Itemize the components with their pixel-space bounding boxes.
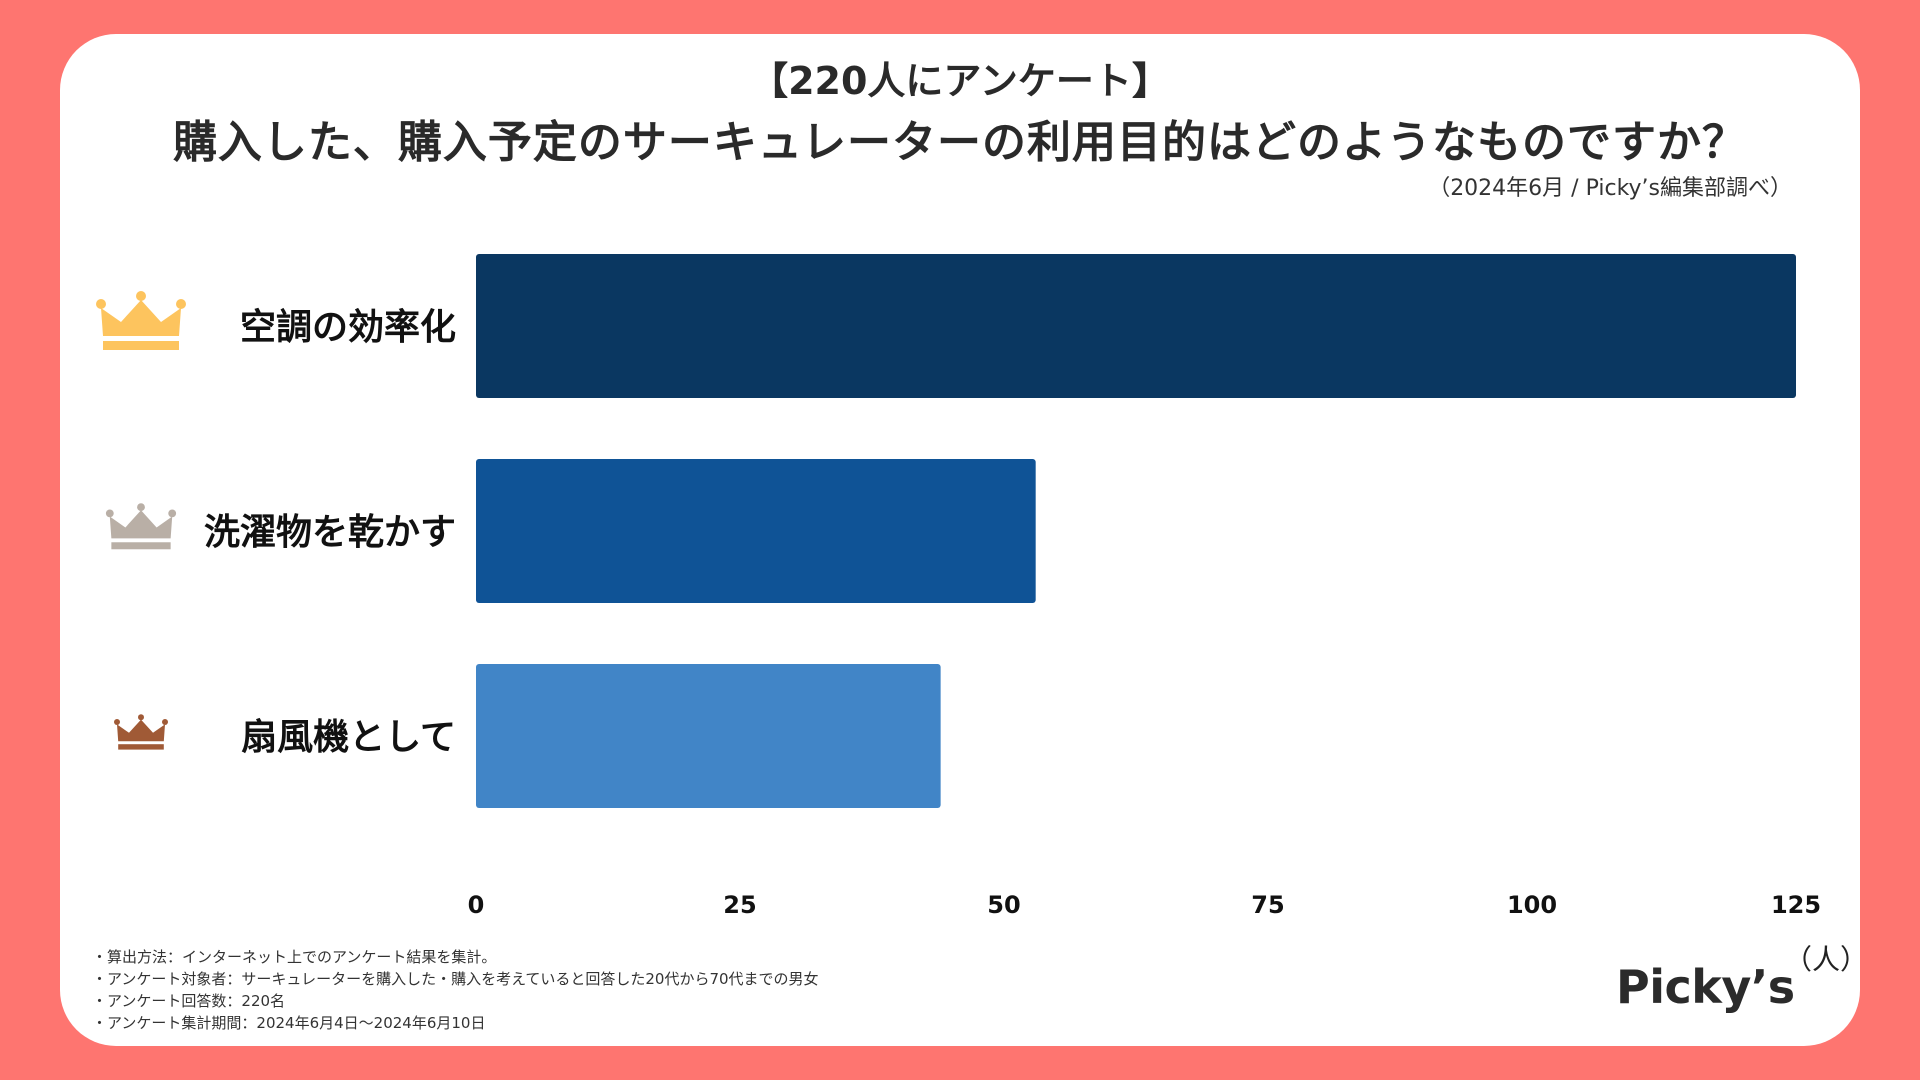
x-tick-label: 25 — [723, 891, 756, 919]
x-tick-label: 100 — [1507, 891, 1557, 919]
note-target: ・アンケート対象者：サーキュレーターを購入した・購入を考えていると回答した20代… — [92, 970, 819, 988]
survey-notes: ・算出方法：インターネット上でのアンケート結果を集計。 ・アンケート対象者：サー… — [92, 946, 819, 1034]
source-note: （2024年6月 / Picky’s編集部調べ） — [1428, 176, 1792, 201]
note-period: ・アンケート集計期間：2024年6月4日〜2024年6月10日 — [92, 1014, 486, 1032]
crown-icon — [105, 503, 177, 550]
note-count: ・アンケート回答数：220名 — [92, 992, 286, 1010]
bar-1 — [476, 254, 1796, 398]
crown-icon — [114, 714, 168, 750]
survey-label: 【220人にアンケート】 — [750, 59, 1170, 103]
bar-2 — [476, 459, 1036, 603]
bar-3 — [476, 664, 941, 808]
x-tick-label: 125 — [1771, 891, 1821, 919]
x-tick-label: 50 — [987, 891, 1020, 919]
category-label: 洗濯物を乾かす — [204, 512, 456, 553]
x-tick-label: 0 — [468, 891, 485, 919]
brand-logo: Picky’s — [1616, 960, 1795, 1014]
category-label: 空調の効率化 — [240, 307, 456, 348]
x-tick-label: 75 — [1251, 891, 1284, 919]
note-method: ・算出方法：インターネット上でのアンケート結果を集計。 — [92, 948, 497, 966]
chart-title: 購入した、購入予定のサーキュレーターの利用目的はどのようなものですか？ — [172, 117, 1748, 168]
category-label: 扇風機として — [241, 717, 456, 758]
crown-icon — [96, 291, 186, 350]
axis-unit-label: （人） — [1784, 943, 1869, 976]
